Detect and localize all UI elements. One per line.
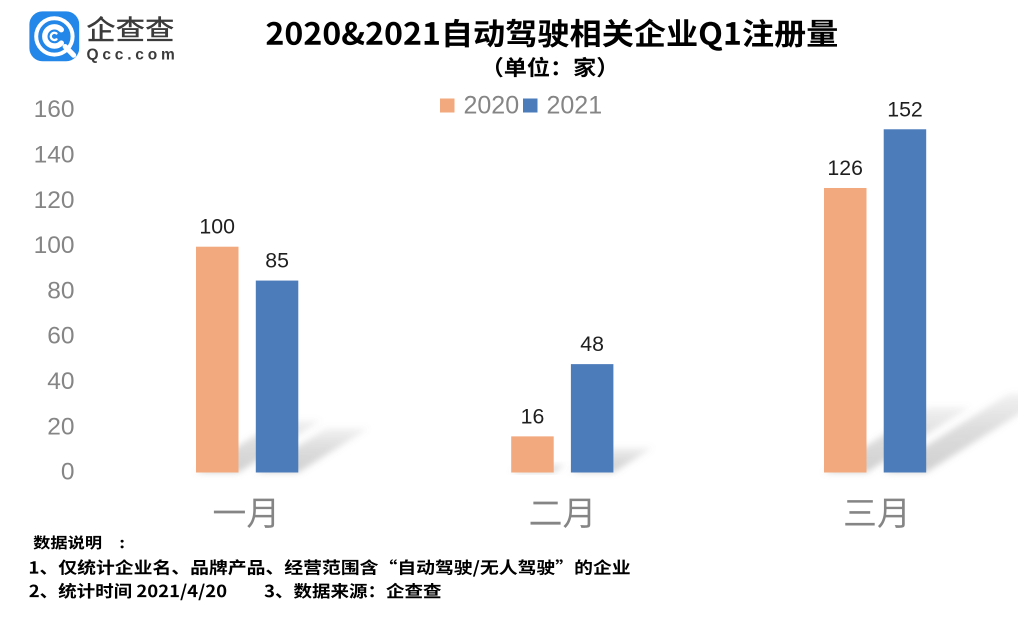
svg-text:152: 152 — [887, 97, 923, 121]
svg-text:140: 140 — [34, 142, 75, 169]
svg-text:20: 20 — [47, 413, 74, 440]
svg-text:60: 60 — [47, 323, 74, 350]
svg-text:80: 80 — [47, 277, 74, 304]
svg-text:126: 126 — [827, 156, 863, 180]
svg-text:160: 160 — [34, 96, 75, 123]
svg-text:85: 85 — [265, 249, 289, 273]
svg-text:16: 16 — [521, 404, 545, 428]
svg-text:100: 100 — [199, 215, 235, 239]
svg-text:100: 100 — [34, 232, 75, 259]
svg-text:Qcc.com: Qcc.com — [87, 47, 179, 64]
svg-text:48: 48 — [580, 332, 604, 356]
svg-text:0: 0 — [61, 459, 75, 486]
svg-text:120: 120 — [34, 187, 75, 214]
svg-text:2021: 2021 — [547, 91, 603, 119]
svg-text:40: 40 — [47, 368, 74, 395]
svg-text:2020: 2020 — [464, 91, 520, 119]
